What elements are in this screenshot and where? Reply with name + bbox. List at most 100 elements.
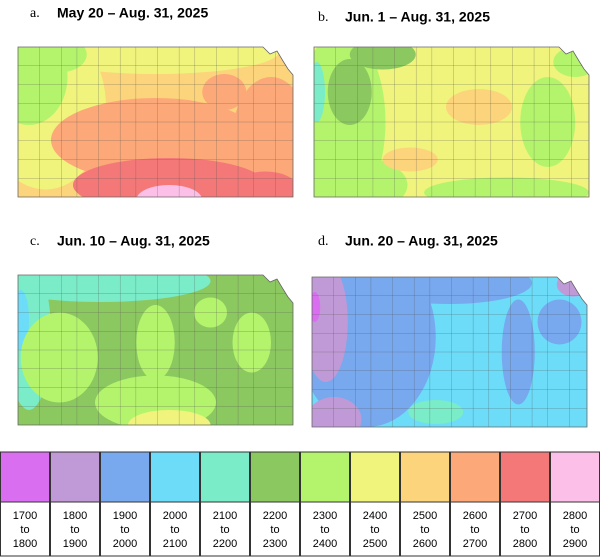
legend-from: 1900 (113, 510, 137, 522)
legend-cell (150, 501, 200, 557)
legend-to: 2200 (213, 538, 237, 550)
map (17, 46, 294, 198)
legend-joiner: to (420, 524, 429, 536)
legend-joiner: to (220, 524, 229, 536)
panel-title: Jun. 10 – Aug. 31, 2025 (57, 233, 210, 249)
legend-to: 2100 (163, 538, 187, 550)
legend-cell (0, 501, 50, 557)
legend-from: 2500 (413, 510, 437, 522)
legend-to: 2000 (113, 538, 137, 550)
legend-cell (50, 501, 100, 557)
legend-swatch (350, 451, 400, 503)
state-outline (17, 274, 294, 426)
legend-joiner: to (470, 524, 479, 536)
legend-to: 2900 (563, 538, 587, 550)
legend-joiner: to (270, 524, 279, 536)
map-region (202, 74, 247, 110)
map-region (128, 410, 211, 425)
panel-letter: d. (318, 234, 329, 249)
state-outline (17, 46, 294, 198)
legend-swatch (500, 451, 550, 503)
panel-letter: a. (30, 6, 40, 21)
legend-cell (300, 501, 350, 557)
legend-to: 2500 (363, 538, 387, 550)
panel-letter: c. (30, 234, 40, 249)
legend-from: 2600 (463, 510, 487, 522)
legend-from: 1700 (13, 510, 37, 522)
map-fill (18, 275, 293, 425)
legend-swatch (150, 451, 200, 503)
map-region (232, 171, 293, 197)
legend-joiner: to (170, 524, 179, 536)
map-region (312, 292, 321, 322)
legend-from: 2400 (363, 510, 387, 522)
legend-swatch (300, 451, 350, 503)
map-region (349, 47, 416, 70)
legend-to: 2800 (513, 538, 537, 550)
legend-swatch (50, 451, 100, 503)
map-region (20, 312, 98, 403)
legend-from: 2300 (313, 510, 337, 522)
legend-joiner: to (320, 524, 329, 536)
legend-swatch (400, 451, 450, 503)
legend-cell (350, 501, 400, 557)
legend-to: 1800 (13, 538, 37, 550)
legend-cell (100, 501, 150, 557)
map-region (136, 185, 203, 197)
map-region (424, 177, 589, 197)
legend-joiner: to (370, 524, 379, 536)
map (17, 274, 294, 426)
legend-to: 2400 (313, 538, 337, 550)
map-region (312, 277, 348, 382)
legend-to: 1900 (63, 538, 87, 550)
map-region (327, 59, 372, 125)
legend-swatch (200, 451, 250, 503)
legend-cell (500, 501, 550, 557)
legend-swatch (0, 451, 50, 503)
map (311, 276, 588, 428)
legend-to: 2600 (413, 538, 437, 550)
state-outline (311, 276, 588, 428)
map-region (312, 397, 362, 427)
legend-from: 2000 (163, 510, 187, 522)
legend-joiner: to (70, 524, 79, 536)
legend-to: 2300 (263, 538, 287, 550)
map-fill (314, 47, 589, 197)
legend-joiner: to (20, 524, 29, 536)
panel-letter: b. (318, 10, 329, 25)
map-region (408, 400, 464, 424)
map-region (446, 89, 512, 125)
panel-title: May 20 – Aug. 31, 2025 (57, 5, 208, 21)
map-region (31, 47, 280, 74)
map-region (18, 290, 29, 350)
map-region (232, 312, 271, 373)
map (313, 46, 590, 198)
legend-from: 2200 (263, 510, 287, 522)
legend-swatch (100, 451, 150, 503)
map-region (31, 47, 87, 73)
legend-joiner: to (520, 524, 529, 536)
legend-cell (400, 501, 450, 557)
panel-title: Jun. 20 – Aug. 31, 2025 (345, 233, 498, 249)
legend-from: 2800 (563, 510, 587, 522)
panel-title: Jun. 1 – Aug. 31, 2025 (345, 9, 490, 25)
legend-joiner: to (570, 524, 579, 536)
legend-swatch (250, 451, 300, 503)
map-region (314, 62, 325, 122)
legend-swatch (450, 451, 500, 503)
map-region (314, 155, 408, 197)
legend-cell (200, 501, 250, 557)
map-region (136, 305, 175, 380)
legend-swatch (550, 451, 600, 503)
legend-from: 2700 (513, 510, 537, 522)
legend-joiner: to (120, 524, 129, 536)
legend-to: 2700 (463, 538, 487, 550)
state-outline (313, 46, 590, 198)
map-region (232, 77, 293, 197)
map-region (553, 47, 589, 77)
map-region (367, 277, 532, 304)
map-fill (312, 277, 587, 427)
legend-from: 2100 (213, 510, 237, 522)
map-region (537, 299, 582, 345)
